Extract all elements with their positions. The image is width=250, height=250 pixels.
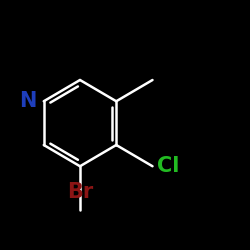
Text: Cl: Cl: [158, 156, 180, 176]
Text: Br: Br: [67, 182, 93, 203]
Text: N: N: [19, 91, 36, 111]
